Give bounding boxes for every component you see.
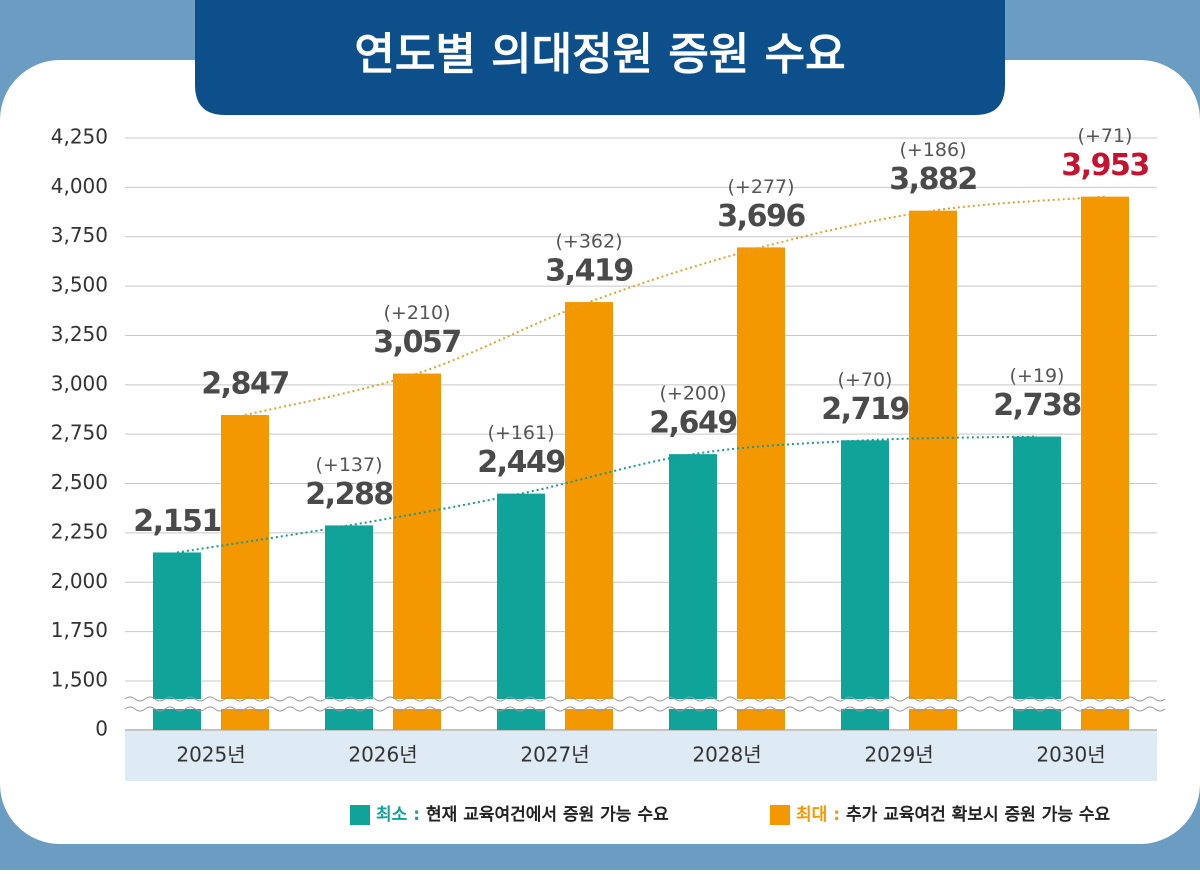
value-label: 2,151 [133,504,220,539]
change-annotation: (+19) [1010,365,1065,387]
y-tick-label: 1,500 [51,668,108,692]
value-label: 3,057 [373,325,460,360]
change-annotation: (+71) [1078,125,1133,147]
bar [909,210,957,730]
y-tick-label: 2,750 [51,421,108,445]
value-label: 2,649 [649,406,736,441]
x-tick-label: 2025년 [176,743,245,767]
legend-description: 추가 교육여건 확보시 증원 가능 수요 [846,805,1111,825]
bar [1013,436,1061,730]
y-tick-label: 0 [95,717,108,741]
y-tick-label: 2,250 [51,519,108,543]
bar [325,525,373,730]
y-tick-label: 2,500 [51,470,108,494]
value-label: 2,738 [993,388,1081,423]
title-tab [195,0,1005,115]
change-annotation: (+362) [555,231,622,253]
footer-strip [0,844,1200,870]
change-annotation: (+200) [659,383,726,405]
x-tick-label: 2026년 [348,743,417,767]
change-annotation: (+137) [315,454,382,476]
y-tick-label: 4,250 [51,125,108,149]
bar [393,373,441,730]
y-tick-label: 3,250 [51,322,108,346]
legend-description: 현재 교육여건에서 증원 가능 수요 [426,805,669,825]
x-tick-label: 2028년 [692,743,761,767]
x-tick-label: 2029년 [864,743,933,767]
chart-title: 연도별 의대정원 증원 수요 [354,29,845,80]
value-label: 3,419 [545,254,632,289]
x-tick-label: 2027년 [520,743,589,767]
legend-label: 최대 : [796,805,840,825]
y-tick-label: 3,000 [51,371,108,395]
x-axis-band [125,731,1157,781]
bar [497,493,545,730]
legend-swatch [770,805,790,825]
y-tick-label: 1,750 [51,618,108,642]
value-label: 2,449 [477,445,564,480]
x-tick-label: 2030년 [1036,743,1105,767]
value-label: 2,288 [305,477,393,512]
bar [737,247,785,730]
axis-break [125,699,1157,709]
legend-label: 최소 : [376,805,420,825]
bar [1081,196,1129,731]
value-label: 3,882 [889,162,976,197]
y-tick-label: 4,000 [51,174,108,198]
axis-break-line [124,706,1166,712]
y-tick-label: 3,500 [51,273,108,297]
bar [841,440,889,730]
bar [221,415,269,730]
legend-swatch [350,805,370,825]
axis-break-line [124,696,1166,702]
trendline [244,195,1106,417]
value-label: 2,847 [201,367,288,402]
change-annotation: (+161) [487,422,554,444]
change-annotation: (+210) [383,302,450,324]
y-tick-label: 2,000 [51,569,108,593]
change-annotation: (+277) [727,176,794,198]
y-tick-label: 3,750 [51,223,108,247]
value-label: 3,953 [1061,148,1148,183]
value-label: 2,719 [821,392,908,427]
change-annotation: (+70) [838,369,893,391]
change-annotation: (+186) [899,139,966,161]
bar [565,302,613,730]
value-label: 3,696 [717,199,805,234]
bar [669,454,717,730]
